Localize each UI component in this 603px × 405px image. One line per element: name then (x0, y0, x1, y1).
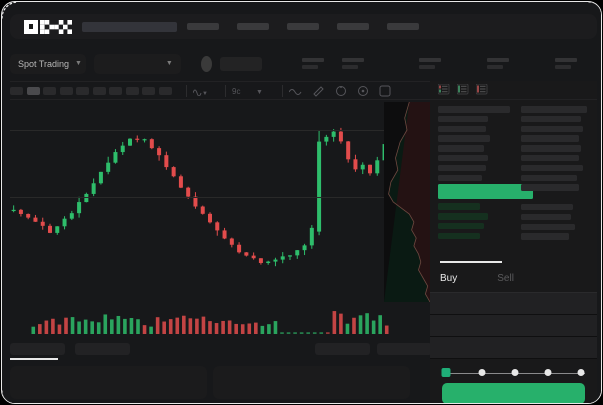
svg-text:▼: ▼ (202, 91, 208, 96)
svg-text:9c: 9c (232, 87, 240, 96)
svg-text:▼: ▼ (256, 89, 263, 96)
